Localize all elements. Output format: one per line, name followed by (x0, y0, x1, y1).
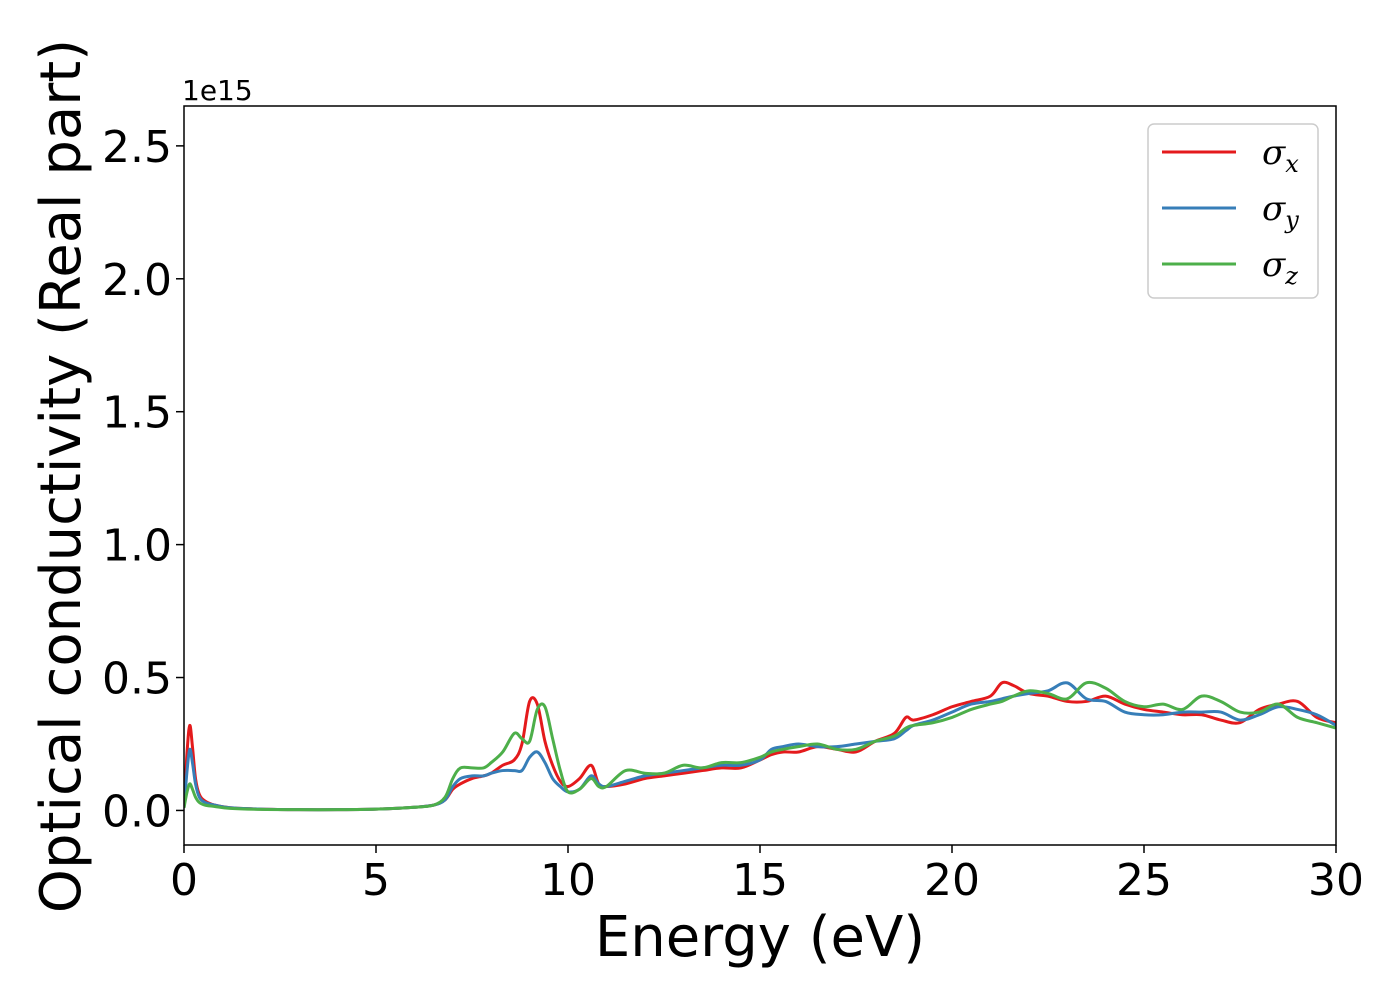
legend-label-sigma-x: σx (1262, 133, 1299, 178)
legend-symbol: σ (1262, 245, 1286, 285)
plot-background (184, 106, 1336, 845)
y-tick-label: 1.0 (102, 521, 172, 572)
x-axis-title: Energy (eV) (595, 905, 925, 970)
x-tick-label: 10 (540, 855, 596, 906)
y-tick-label: 2.0 (102, 255, 172, 306)
legend-box (1147, 123, 1319, 299)
y-axis-title: Optical conductivity (Real part) (29, 39, 94, 913)
x-tick-label: 15 (732, 855, 788, 906)
x-axis-ticks: 0 5 10 15 20 25 30 (170, 845, 1364, 906)
y-tick-label: 1.5 (102, 388, 172, 439)
legend-symbol: σ (1262, 133, 1286, 173)
series-layer (184, 680, 1336, 812)
legend-label-sigma-z: σz (1262, 245, 1298, 290)
legend-subscript: z (1284, 262, 1298, 290)
x-tick-label: 0 (170, 855, 198, 906)
y-tick-label: 2.5 (102, 122, 172, 173)
y-tick-label: 0.5 (102, 654, 172, 705)
y-axis-ticks: 0.0 0.5 1.0 1.5 2.0 2.5 (102, 122, 184, 837)
x-tick-label: 5 (362, 855, 390, 906)
legend-subscript: y (1284, 206, 1299, 234)
y-tick-label: 0.0 (102, 786, 172, 837)
legend-symbol: σ (1262, 189, 1286, 229)
series-line-sigma-z (184, 680, 1336, 812)
legend-subscript: x (1285, 150, 1299, 178)
x-tick-label: 30 (1308, 855, 1364, 906)
x-tick-label: 25 (1116, 855, 1172, 906)
x-tick-label: 20 (924, 855, 980, 906)
legend-label-sigma-y: σy (1262, 189, 1299, 234)
y-axis-offset-label: 1e15 (182, 74, 253, 107)
